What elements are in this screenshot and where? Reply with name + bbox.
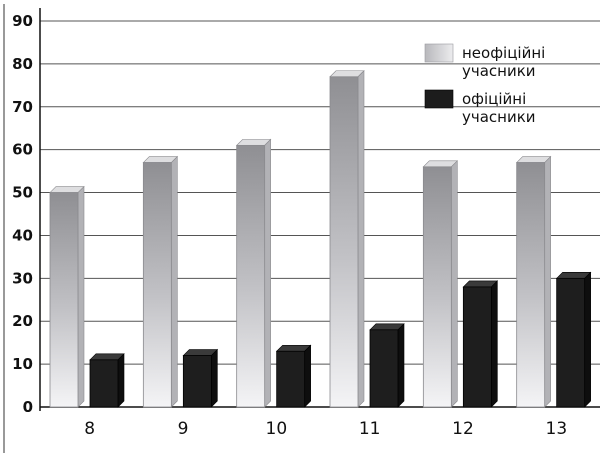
x-tick-label: 8 <box>84 419 95 439</box>
legend-label: офіційні учасники <box>462 90 536 126</box>
y-tick-label: 70 <box>12 98 33 116</box>
bar-official-9 <box>182 348 219 408</box>
x-tick-label: 11 <box>359 419 381 439</box>
bar-unofficial-10 <box>235 138 272 408</box>
legend: неофіційні учасники офіційні учасники <box>424 43 545 126</box>
bar-official-10 <box>275 344 312 408</box>
bar-official-12 <box>462 280 499 408</box>
y-tick-label: 20 <box>12 312 33 330</box>
bars <box>49 70 592 408</box>
bar-unofficial-13 <box>515 155 552 408</box>
x-tick-label: 10 <box>266 419 288 439</box>
tick-labels: 0 10 20 30 40 50 60 70 80 90 8 9 10 11 12 13 <box>12 12 567 439</box>
y-tick-label: 0 <box>23 398 33 416</box>
x-tick-label: 13 <box>546 419 568 439</box>
y-tick-label: 60 <box>12 141 33 159</box>
grid-lines <box>40 20 600 365</box>
y-tick-label: 80 <box>12 55 33 73</box>
legend-swatch <box>424 89 454 109</box>
bar-official-13 <box>555 271 592 408</box>
bar-unofficial-11 <box>329 70 365 408</box>
axes <box>3 4 600 453</box>
bar-unofficial-8 <box>49 185 85 408</box>
y-tick-label: 10 <box>12 355 33 373</box>
legend-swatch <box>424 43 454 63</box>
bar-unofficial-12 <box>422 160 459 408</box>
y-tick-label: 30 <box>12 269 33 287</box>
bar-official-8 <box>89 353 125 408</box>
x-tick-label: 12 <box>452 419 474 439</box>
bar-official-11 <box>369 323 405 408</box>
legend-label: неофіційні учасники <box>462 44 545 80</box>
y-tick-label: 40 <box>12 226 33 244</box>
y-tick-label: 90 <box>12 12 33 30</box>
bar-unofficial-9 <box>142 155 179 408</box>
y-tick-label: 50 <box>12 184 33 202</box>
x-tick-label: 9 <box>178 419 189 439</box>
